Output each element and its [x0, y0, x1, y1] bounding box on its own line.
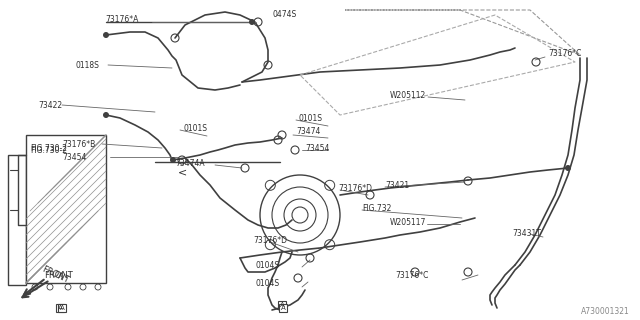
Text: A: A: [58, 305, 62, 311]
Text: 0104S: 0104S: [255, 279, 279, 289]
Circle shape: [249, 19, 255, 25]
Text: FRONT: FRONT: [40, 265, 70, 285]
Text: 73454: 73454: [62, 153, 86, 162]
Bar: [26, 135, 106, 283]
Text: A730001321: A730001321: [581, 308, 630, 316]
Text: 0118S: 0118S: [75, 60, 99, 69]
Bar: [278, 301, 286, 309]
Circle shape: [170, 157, 176, 163]
Text: FIG.732: FIG.732: [362, 204, 392, 212]
Text: FIG.730-2: FIG.730-2: [30, 143, 67, 153]
Bar: [8, 155, 26, 285]
Text: 73176*C: 73176*C: [548, 49, 581, 58]
Text: 73176*A: 73176*A: [105, 14, 138, 23]
Text: 0101S: 0101S: [298, 114, 322, 123]
Text: FIG.730-2: FIG.730-2: [30, 146, 67, 155]
Text: 73431T: 73431T: [512, 228, 541, 237]
Text: 73176*D: 73176*D: [338, 183, 372, 193]
Text: A: A: [280, 305, 285, 311]
Text: 73176*C: 73176*C: [395, 271, 428, 281]
Text: 73176*B: 73176*B: [62, 140, 95, 148]
Circle shape: [103, 32, 109, 38]
Circle shape: [565, 165, 571, 171]
Text: A: A: [280, 302, 284, 308]
Text: 0104S: 0104S: [255, 260, 279, 269]
Text: 73474A: 73474A: [175, 158, 205, 167]
Text: 73422: 73422: [38, 100, 62, 109]
Text: 0101S: 0101S: [183, 124, 207, 132]
Text: 73421: 73421: [385, 180, 409, 189]
Text: FRONT: FRONT: [44, 271, 73, 281]
Bar: [56, 304, 64, 312]
Bar: [279, 304, 287, 312]
Text: 73176*D: 73176*D: [253, 236, 287, 244]
Text: 73454: 73454: [305, 143, 330, 153]
Text: A: A: [60, 305, 65, 311]
Text: 73474: 73474: [296, 126, 321, 135]
Text: <: <: [178, 167, 188, 177]
Text: 0474S: 0474S: [272, 10, 296, 19]
Bar: [58, 304, 66, 312]
Text: W205112: W205112: [390, 91, 426, 100]
Circle shape: [103, 112, 109, 118]
Text: W205117: W205117: [390, 218, 426, 227]
